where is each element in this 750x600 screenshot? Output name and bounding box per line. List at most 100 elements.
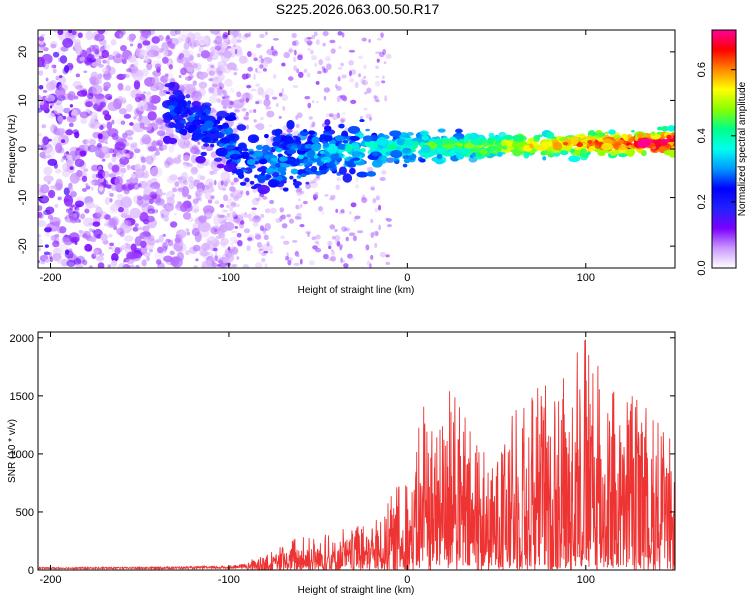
spectrogram-cell <box>53 182 63 191</box>
spectrogram-cell <box>334 239 339 245</box>
spectrogram-cell <box>83 57 93 65</box>
spectrogram-cell <box>305 181 310 185</box>
spectrogram-cell <box>47 158 58 166</box>
spectrogram-cell <box>93 204 100 209</box>
spectrogram-cell <box>264 263 268 268</box>
spectrogram-cell <box>503 134 514 141</box>
spectrogram-cell <box>390 149 403 159</box>
spectrogram-cell <box>657 126 662 131</box>
spectrogram-cell <box>44 244 49 248</box>
spectrogram-cell <box>211 83 218 88</box>
spectrogram-cell <box>155 239 160 244</box>
spectrogram-cell <box>98 186 104 192</box>
spectrogram-cell <box>349 167 356 175</box>
spectrogram-cell <box>155 258 162 265</box>
spectrogram-cell <box>134 142 138 146</box>
spectrogram-cell <box>169 250 175 256</box>
spectrogram-cell <box>155 150 160 156</box>
spectrogram-cell <box>265 167 274 173</box>
spectrogram-cell <box>114 176 124 187</box>
spectrogram-cell <box>105 219 110 224</box>
spectrogram-cell <box>363 107 368 111</box>
spectrogram-cell <box>56 258 63 264</box>
spectrogram-cell <box>287 49 295 53</box>
spectrogram-cell <box>102 67 109 75</box>
spectrogram-cell <box>269 161 277 166</box>
snr-frame <box>37 331 676 571</box>
spectrogram-cell <box>262 68 267 72</box>
spectrogram-cell <box>126 136 134 141</box>
spectrogram-cell <box>86 47 92 57</box>
spectrogram-cell <box>132 69 144 82</box>
spectrogram-cell <box>218 259 223 264</box>
spectrogram-cell <box>53 103 64 115</box>
spectrogram-cell <box>220 220 224 225</box>
spectrogram-cell <box>142 98 147 103</box>
spectrogram-cell <box>601 143 614 151</box>
spectrogram-cell <box>47 189 56 199</box>
spectrogram-cell <box>297 198 301 202</box>
spectrogram-cell <box>46 81 56 91</box>
spectrogram-cell <box>185 76 189 81</box>
spectrogram-cell <box>487 145 498 152</box>
spectrogram-cell <box>299 191 305 195</box>
spectrogram-cell <box>615 137 620 142</box>
spectrogram-cell <box>215 32 222 39</box>
spectrogram-cell <box>349 135 360 141</box>
spectrogram-cell <box>161 42 170 52</box>
spectrogram-cell <box>253 57 258 62</box>
spectrogram-cell <box>236 39 242 43</box>
spectrogram-cell <box>101 158 106 162</box>
spectrogram-cell <box>216 263 222 267</box>
spectrogram-cell <box>74 158 85 168</box>
colorbar-tick-label: 0.4 <box>696 128 708 143</box>
spectrogram-cell <box>182 211 192 220</box>
spectrogram-cell <box>359 115 363 120</box>
spectrogram-cell <box>286 214 292 218</box>
spectrogram-cell <box>222 209 229 213</box>
spectrogram-cell <box>680 144 688 150</box>
spectrogram-cell <box>608 129 616 135</box>
spectrogram-cell <box>651 132 656 136</box>
spectrogram-cell <box>41 124 47 129</box>
spectrogram-cell <box>279 215 283 222</box>
spectrogram-cell <box>242 214 249 218</box>
spectrogram-cell <box>469 132 479 140</box>
spectrogram-cell <box>497 152 503 157</box>
spectrogram-cell <box>104 196 111 205</box>
spectrogram-cell <box>332 114 338 121</box>
spectrogram-cell <box>209 245 213 249</box>
spectrogram-cell <box>224 78 233 87</box>
spectrogram-cell <box>282 105 286 111</box>
spectrogram-cell <box>253 109 257 113</box>
spectrogram-cell <box>160 86 169 96</box>
spectrogram-cell <box>347 125 361 134</box>
spectrogram-cell <box>662 141 668 146</box>
spectrogram-cell <box>208 70 215 76</box>
spectrogram-cell <box>69 187 74 193</box>
spectrogram-cell <box>266 48 278 56</box>
spectrogram-cell <box>85 185 91 190</box>
spectrogram-cell <box>371 142 378 149</box>
colorbar-tick-label: 0.2 <box>696 194 708 209</box>
spectrogram-cell <box>83 70 88 74</box>
spectrogram-cell <box>229 161 236 166</box>
spectrogram-cell <box>289 175 294 180</box>
spectrogram-cell <box>252 215 261 223</box>
spectrogram-cell <box>349 211 352 215</box>
spectrogram-cell <box>309 49 314 55</box>
spectrogram-cell <box>217 70 223 74</box>
spectrogram-cell <box>232 30 239 38</box>
spectrogram-cell <box>318 206 324 212</box>
spectrogram-cell <box>147 145 157 152</box>
spectrogram-cell <box>75 85 83 90</box>
spectrogram-cell <box>185 108 191 114</box>
spectrogram-cell <box>369 117 372 121</box>
spectrogram-cell <box>185 37 191 44</box>
spectrogram-cell <box>667 125 675 132</box>
spectrogram-cell <box>229 153 242 160</box>
spectrogram-cell <box>429 144 435 147</box>
spectrogram-cell <box>258 43 263 48</box>
spectrogram-cell <box>380 32 384 38</box>
spectrogram-cell <box>375 195 380 201</box>
